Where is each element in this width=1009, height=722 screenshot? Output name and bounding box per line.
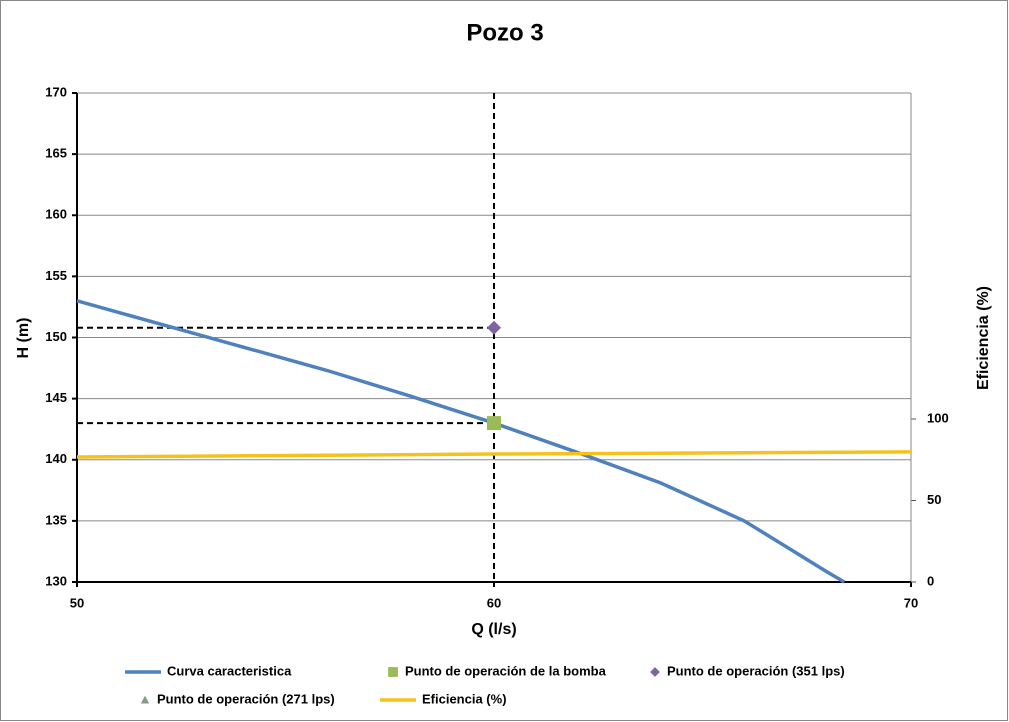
y-tick-label: 155 — [45, 268, 67, 283]
y-tick-label: 135 — [45, 512, 67, 527]
y-tick-label: 150 — [45, 329, 67, 344]
y-tick-label: 160 — [45, 207, 67, 222]
legend-swatch — [650, 667, 660, 677]
y-tick-label: 165 — [45, 146, 67, 161]
x-tick-label: 50 — [70, 595, 84, 610]
x-tick-label: 70 — [904, 595, 918, 610]
y-tick-label: 130 — [45, 573, 67, 588]
legend-label: Curva caracteristica — [167, 663, 292, 678]
legend-label: Punto de operación (271 lps) — [157, 691, 335, 706]
series-line — [76, 450, 912, 459]
y2-tick-label: 50 — [927, 492, 941, 507]
y-tick-label: 140 — [45, 451, 67, 466]
marker-square — [487, 416, 501, 431]
legend-swatch — [140, 695, 150, 704]
chart-title: Pozo 3 — [466, 19, 543, 46]
legend-label: Punto de operación (351 lps) — [667, 663, 845, 678]
legend-label: Punto de operación de la bomba — [405, 663, 607, 678]
y2-axis-label: Eficiencia (%) — [975, 286, 992, 390]
y2-tick-label: 0 — [927, 573, 934, 588]
legend-label: Eficiencia (%) — [422, 691, 507, 706]
legend-swatch — [388, 667, 398, 677]
x-axis-label: Q (l/s) — [471, 621, 516, 638]
y-tick-label: 145 — [45, 390, 67, 405]
y-axis-label: H (m) — [15, 318, 32, 359]
marker-diamond — [487, 320, 501, 335]
x-tick-label: 60 — [487, 595, 501, 610]
y-tick-label: 170 — [45, 84, 67, 99]
y2-tick-label: 100 — [927, 410, 949, 425]
